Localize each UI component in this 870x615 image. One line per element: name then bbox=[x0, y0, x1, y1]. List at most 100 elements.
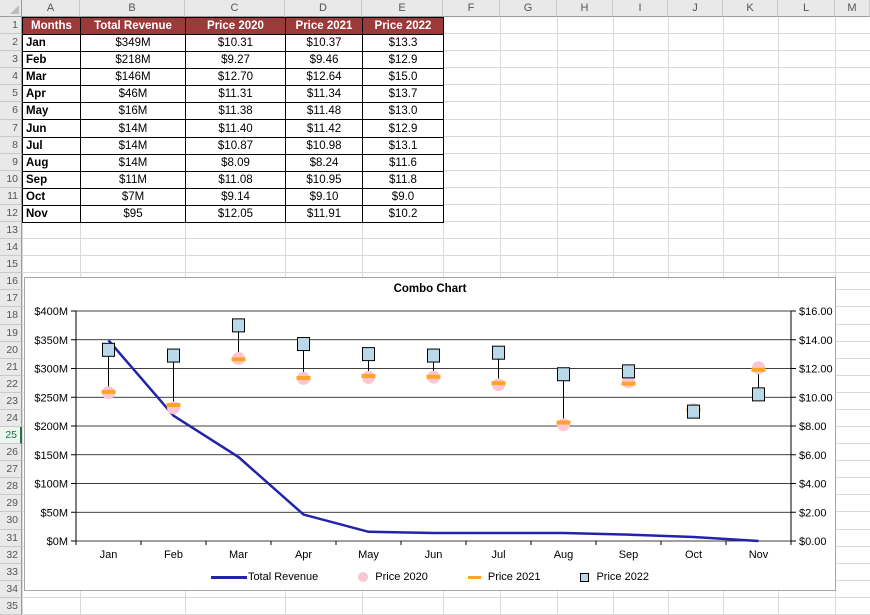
row-header-35[interactable]: 35 bbox=[0, 597, 22, 615]
price-2021-marker[interactable] bbox=[751, 367, 766, 372]
price-2022-marker[interactable] bbox=[687, 404, 700, 419]
price-2020-marker[interactable] bbox=[557, 418, 570, 432]
row-header-2[interactable]: 2 bbox=[0, 34, 22, 52]
value-cell[interactable]: $10.2 bbox=[363, 205, 444, 223]
value-cell[interactable]: $11.42 bbox=[286, 120, 363, 138]
value-cell[interactable]: $9.0 bbox=[363, 188, 444, 206]
value-cell[interactable]: $11.8 bbox=[363, 171, 444, 189]
price-2021-marker[interactable] bbox=[296, 375, 311, 380]
row-header-12[interactable]: 12 bbox=[0, 204, 22, 223]
price-2021-marker[interactable] bbox=[101, 389, 116, 394]
month-cell[interactable]: Mar bbox=[23, 69, 81, 87]
legend-item-price-2022[interactable]: Price 2022 bbox=[580, 571, 649, 583]
column-header-A[interactable]: A bbox=[22, 0, 80, 17]
price-2022-marker[interactable] bbox=[362, 347, 375, 362]
value-cell[interactable]: $14M bbox=[81, 120, 186, 138]
price-2020-marker[interactable] bbox=[752, 361, 765, 375]
price-2022-marker[interactable] bbox=[232, 318, 245, 333]
row-header-22[interactable]: 22 bbox=[0, 375, 22, 393]
value-cell[interactable]: $12.9 bbox=[363, 52, 444, 70]
value-cell[interactable]: $46M bbox=[81, 86, 186, 104]
value-cell[interactable]: $14M bbox=[81, 154, 186, 172]
column-header-F[interactable]: F bbox=[443, 0, 500, 17]
month-cell[interactable]: Nov bbox=[23, 205, 81, 223]
value-cell[interactable]: $10.98 bbox=[286, 137, 363, 155]
row-header-26[interactable]: 26 bbox=[0, 444, 22, 462]
row-header-11[interactable]: 11 bbox=[0, 187, 22, 205]
price-2021-marker[interactable] bbox=[361, 373, 376, 378]
price-2022-marker[interactable] bbox=[492, 345, 505, 360]
value-cell[interactable]: $16M bbox=[81, 103, 186, 121]
price-2022-marker[interactable] bbox=[557, 367, 570, 382]
value-cell[interactable]: $10.87 bbox=[186, 137, 286, 155]
value-cell[interactable]: $9.14 bbox=[186, 188, 286, 206]
value-cell[interactable]: $13.1 bbox=[363, 137, 444, 155]
column-header-H[interactable]: H bbox=[557, 0, 613, 17]
row-header-14[interactable]: 14 bbox=[0, 239, 22, 257]
row-header-3[interactable]: 3 bbox=[0, 51, 22, 69]
value-cell[interactable]: $12.9 bbox=[363, 120, 444, 138]
column-header-J[interactable]: J bbox=[668, 0, 723, 17]
value-cell[interactable]: $12.64 bbox=[286, 69, 363, 87]
month-cell[interactable]: Jan bbox=[23, 35, 81, 53]
price-2021-marker[interactable] bbox=[491, 381, 506, 386]
column-header-M[interactable]: M bbox=[835, 0, 870, 17]
row-header-9[interactable]: 9 bbox=[0, 153, 22, 171]
combo-chart[interactable]: Combo Chart $400M $16.00 $350M $14.00 $300M $… bbox=[24, 277, 836, 591]
price-2022-marker[interactable] bbox=[427, 348, 440, 363]
row-header-4[interactable]: 4 bbox=[0, 68, 22, 86]
column-header-L[interactable]: L bbox=[778, 0, 835, 17]
value-cell[interactable]: $11M bbox=[81, 171, 186, 189]
price-2022-marker[interactable] bbox=[622, 364, 635, 379]
month-cell[interactable]: Aug bbox=[23, 154, 81, 172]
row-header-1[interactable]: 1 bbox=[0, 17, 22, 35]
value-cell[interactable]: $13.0 bbox=[363, 103, 444, 121]
month-cell[interactable]: Sep bbox=[23, 171, 81, 189]
row-header-31[interactable]: 31 bbox=[0, 529, 22, 547]
price-2021-marker[interactable] bbox=[426, 374, 441, 379]
value-cell[interactable]: $11.48 bbox=[286, 103, 363, 121]
row-header-21[interactable]: 21 bbox=[0, 358, 22, 376]
price-2022-marker[interactable] bbox=[102, 342, 115, 357]
value-cell[interactable]: $13.3 bbox=[363, 35, 444, 53]
value-cell[interactable]: $12.05 bbox=[186, 205, 286, 223]
price-2022-marker[interactable] bbox=[167, 348, 180, 363]
row-header-18[interactable]: 18 bbox=[0, 307, 22, 325]
row-header-13[interactable]: 13 bbox=[0, 222, 22, 240]
value-cell[interactable]: $11.08 bbox=[186, 171, 286, 189]
price-2021-marker[interactable] bbox=[166, 403, 181, 408]
value-cell[interactable]: $7M bbox=[81, 188, 186, 206]
row-header-28[interactable]: 28 bbox=[0, 478, 22, 496]
row-header-20[interactable]: 20 bbox=[0, 341, 22, 359]
value-cell[interactable]: $11.34 bbox=[286, 86, 363, 104]
month-cell[interactable]: Jul bbox=[23, 137, 81, 155]
value-cell[interactable]: $10.95 bbox=[286, 171, 363, 189]
month-cell[interactable]: Jun bbox=[23, 120, 81, 138]
row-header-29[interactable]: 29 bbox=[0, 495, 22, 513]
revenue-line[interactable] bbox=[107, 339, 759, 543]
value-cell[interactable]: $8.24 bbox=[286, 154, 363, 172]
row-header-24[interactable]: 24 bbox=[0, 409, 22, 428]
row-header-8[interactable]: 8 bbox=[0, 136, 22, 154]
row-header-10[interactable]: 10 bbox=[0, 170, 22, 188]
month-cell[interactable]: May bbox=[23, 103, 81, 121]
row-header-34[interactable]: 34 bbox=[0, 580, 22, 598]
table-header-total-revenue[interactable]: Total Revenue bbox=[81, 18, 186, 36]
table-header-months[interactable]: Months bbox=[23, 18, 81, 36]
value-cell[interactable]: $15.0 bbox=[363, 69, 444, 87]
row-header-23[interactable]: 23 bbox=[0, 392, 22, 410]
value-cell[interactable]: $11.31 bbox=[186, 86, 286, 104]
legend-item-total-revenue[interactable]: Total Revenue bbox=[210, 571, 318, 583]
row-header-6[interactable]: 6 bbox=[0, 102, 22, 120]
column-header-G[interactable]: G bbox=[500, 0, 557, 17]
row-header-25[interactable]: 25 bbox=[0, 427, 22, 445]
value-cell[interactable]: $13.7 bbox=[363, 86, 444, 104]
value-cell[interactable]: $146M bbox=[81, 69, 186, 87]
month-cell[interactable]: Oct bbox=[23, 188, 81, 206]
value-cell[interactable]: $10.37 bbox=[286, 35, 363, 53]
row-header-16[interactable]: 16 bbox=[0, 273, 22, 291]
price-2021-marker[interactable] bbox=[621, 381, 636, 386]
column-header-C[interactable]: C bbox=[185, 0, 285, 17]
row-header-33[interactable]: 33 bbox=[0, 563, 22, 581]
column-header-K[interactable]: K bbox=[723, 0, 778, 17]
